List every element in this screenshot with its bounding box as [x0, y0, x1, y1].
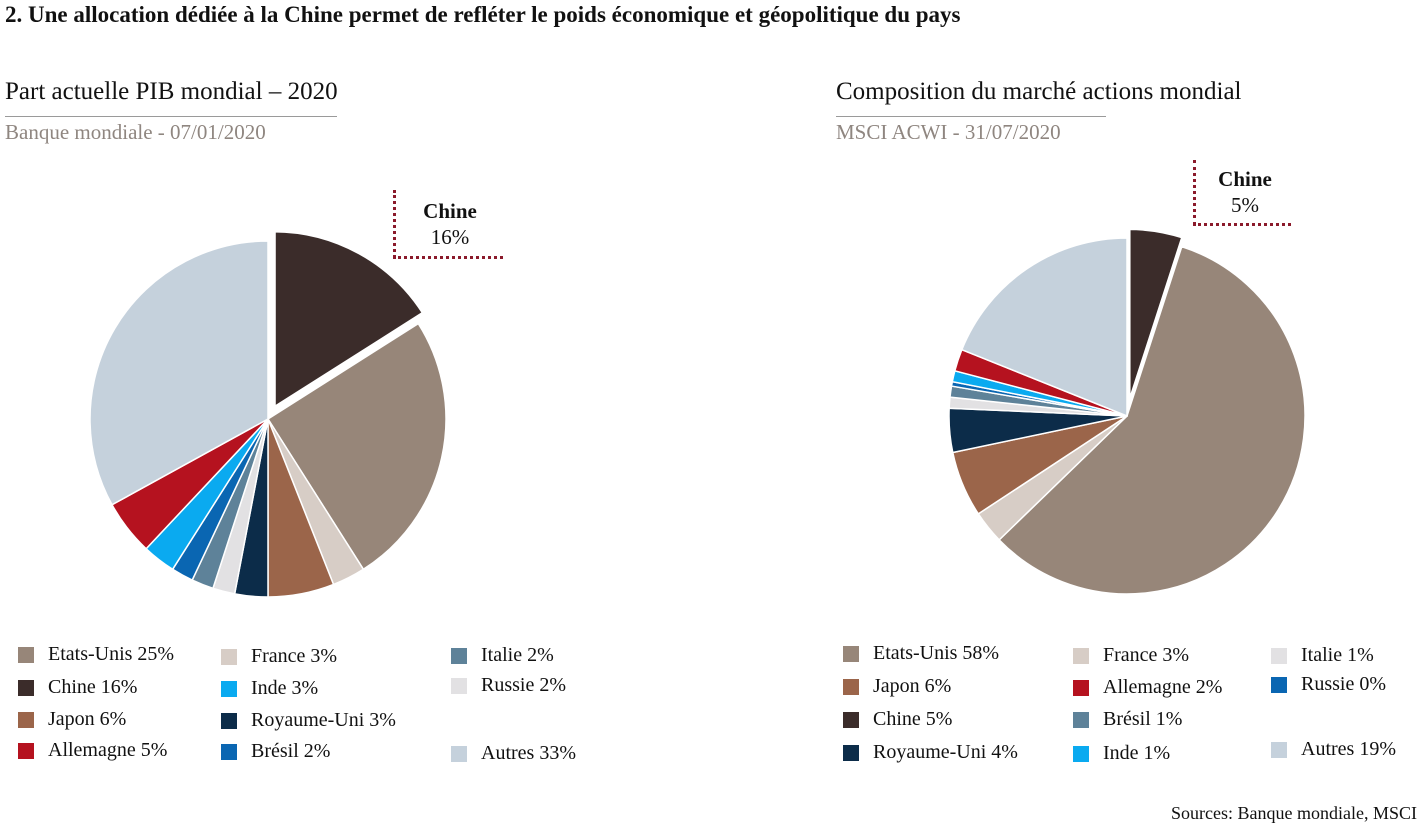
legend-label: Etats-Unis 25%: [48, 643, 175, 665]
legend-label: France 3%: [251, 645, 338, 667]
legend-item-0-russie-2-: Russie 2%: [451, 674, 566, 697]
legend-label: Allemagne 5%: [48, 739, 168, 761]
legend-label: Russie 0%: [1301, 673, 1386, 695]
legend-item-0-bresil-2-: Brésil 2%: [221, 740, 330, 763]
pie-0-slice-etats-unis: [267, 322, 447, 571]
pie-1-slice-etats-unis: [998, 245, 1306, 595]
chart-subtitle-right: MSCI ACWI - 31/07/2020: [836, 120, 1061, 144]
callout-chine-left: Chine 16%: [400, 198, 500, 250]
pie-0-slice-autres: [89, 240, 269, 506]
legend-label: Japon 6%: [873, 675, 952, 697]
callout-leader-vertical-right: [1193, 160, 1196, 225]
legend-swatch: [843, 744, 859, 761]
legend-swatch: [221, 680, 237, 697]
pie-1-slice-chine: [1126, 226, 1186, 409]
callout-leader-horizontal-right: [1193, 223, 1291, 226]
legend-label: Chine 16%: [48, 676, 138, 698]
legend-label: Brésil 2%: [251, 740, 331, 762]
legend-label: Inde 1%: [1103, 742, 1171, 764]
legend-label: Autres 19%: [1301, 738, 1396, 760]
legend-item-1-autres-19-: Autres 19%: [1271, 738, 1396, 761]
legend-label: Royaume-Uni 4%: [873, 741, 1018, 763]
chart-title-left: Part actuelle PIB mondial – 2020: [5, 78, 338, 105]
legend-swatch: [843, 711, 859, 728]
legend-swatch: [1073, 745, 1089, 762]
callout-chine-right: Chine 5%: [1195, 166, 1295, 218]
legend-swatch: [221, 743, 237, 760]
callout-leader-vertical-left: [393, 190, 396, 258]
legend-item-0-italie-2-: Italie 2%: [451, 644, 554, 667]
legend-item-1-france-3-: France 3%: [1073, 644, 1189, 667]
legend-swatch: [221, 712, 237, 729]
legend-item-1-italie-1-: Italie 1%: [1271, 644, 1374, 667]
legend-item-0-autres-33-: Autres 33%: [451, 742, 576, 765]
chart-title-right: Composition du marché actions mondial: [836, 78, 1242, 105]
legend-swatch: [843, 645, 859, 662]
legend-item-0-japon-6-: Japon 6%: [18, 708, 126, 731]
callout-label: Chine: [423, 199, 477, 223]
legend-label: Inde 3%: [251, 677, 319, 699]
callout-value: 16%: [430, 225, 470, 249]
legend-item-0-etats-unis-25-: Etats-Unis 25%: [18, 643, 174, 666]
legend-swatch: [451, 647, 467, 664]
legend-label: Russie 2%: [481, 674, 566, 696]
legend-item-0-france-3-: France 3%: [221, 645, 337, 668]
legend-swatch: [1073, 679, 1089, 696]
legend-item-1-royaume-uni-4-: Royaume-Uni 4%: [843, 741, 1018, 764]
legend-item-1-bresil-1-: Brésil 1%: [1073, 708, 1182, 731]
legend-item-1-japon-6-: Japon 6%: [843, 675, 951, 698]
legend-item-1-allemagne-2-: Allemagne 2%: [1073, 676, 1222, 699]
callout-leader-horizontal-left: [393, 256, 503, 259]
page-title: 2. Une allocation dédiée à la Chine perm…: [5, 2, 961, 27]
legend-swatch: [1073, 647, 1089, 664]
legend-swatch: [18, 646, 34, 663]
pie-1-slice-autres: [961, 237, 1128, 417]
callout-value: 5%: [1231, 193, 1259, 217]
legend-item-0-inde-3-: Inde 3%: [221, 677, 318, 700]
legend-swatch: [451, 677, 467, 694]
legend-item-0-royaume-uni-3-: Royaume-Uni 3%: [221, 709, 396, 732]
title-divider-left: [5, 116, 337, 117]
legend-label: Chine 5%: [873, 708, 953, 730]
legend-item-0-allemagne-5-: Allemagne 5%: [18, 739, 167, 762]
legend-swatch: [18, 711, 34, 728]
legend-label: Japon 6%: [48, 708, 127, 730]
legend-item-0-chine-16-: Chine 16%: [18, 676, 137, 699]
title-divider-right: [836, 116, 1106, 117]
legend-swatch: [1073, 711, 1089, 728]
legend-label: Royaume-Uni 3%: [251, 709, 396, 731]
callout-label: Chine: [1218, 167, 1272, 191]
source-note: Sources: Banque mondiale, MSCI: [1171, 803, 1417, 823]
legend-label: Autres 33%: [481, 742, 576, 764]
legend-item-1-russie-0-: Russie 0%: [1271, 673, 1386, 696]
legend-swatch: [843, 678, 859, 695]
chart-subtitle-left: Banque mondiale - 07/01/2020: [5, 120, 266, 144]
legend-item-1-etats-unis-58-: Etats-Unis 58%: [843, 642, 999, 665]
legend-label: France 3%: [1103, 644, 1190, 666]
legend-swatch: [1271, 676, 1287, 693]
legend-swatch: [1271, 647, 1287, 664]
legend-swatch: [18, 742, 34, 759]
legend-label: Brésil 1%: [1103, 708, 1183, 730]
legend-swatch: [1271, 741, 1287, 758]
legend-label: Italie 2%: [481, 644, 554, 666]
legend-item-1-chine-5-: Chine 5%: [843, 708, 952, 731]
legend-item-1-inde-1-: Inde 1%: [1073, 742, 1170, 765]
legend-swatch: [18, 679, 34, 696]
legend-label: Allemagne 2%: [1103, 676, 1223, 698]
legend-swatch: [221, 648, 237, 665]
legend-swatch: [451, 745, 467, 762]
legend-label: Etats-Unis 58%: [873, 642, 1000, 664]
legend-label: Italie 1%: [1301, 644, 1374, 666]
pie-0-slice-chine: [271, 228, 427, 411]
